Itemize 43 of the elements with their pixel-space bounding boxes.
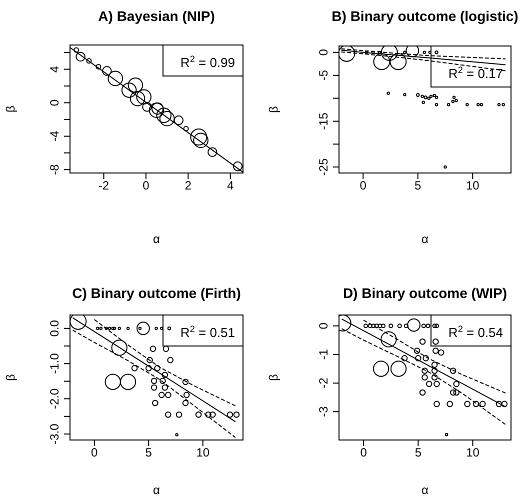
x-tick-label: 5: [414, 446, 422, 460]
y-tick-label: -8: [47, 164, 62, 175]
y-tick-label: -25: [316, 158, 330, 176]
y-axis-title: β: [266, 374, 281, 381]
x-tick-label: 4: [227, 178, 234, 193]
y-axis-title: β: [4, 105, 18, 112]
y-tick-label: -4: [47, 130, 62, 142]
y-tick-label: 0: [316, 322, 330, 330]
line-series: [94, 319, 236, 406]
y-tick-label: -1.0: [47, 352, 62, 374]
x-tick-label: 10: [466, 446, 480, 460]
x-tick-label: 5: [414, 178, 422, 193]
y-axis-title: β: [4, 374, 18, 381]
chart-title: B) Binary outcome (logistic): [332, 8, 518, 24]
y-tick-label: -2: [316, 377, 330, 388]
x-tick-label: -2: [98, 178, 110, 193]
x-tick-label: 0: [360, 178, 367, 193]
y-tick-label: 0: [316, 48, 330, 56]
y-tick-label: 0: [47, 99, 62, 106]
line-series: [363, 320, 506, 394]
x-axis-title: α: [153, 232, 160, 246]
y-tick-label: -1: [316, 348, 330, 360]
x-tick-label: 5: [145, 446, 152, 460]
x-tick-label: 10: [196, 446, 210, 460]
x-axis-title: α: [422, 232, 429, 246]
x-tick-label: 2: [184, 178, 192, 193]
y-tick-label: -3.0: [47, 423, 62, 444]
chart-title: A) Bayesian (NIP): [98, 8, 215, 24]
y-tick-label: -5: [316, 70, 330, 81]
x-axis-title: α: [153, 483, 160, 498]
x-axis-title: α: [422, 483, 429, 498]
x-tick-label: 0: [142, 178, 150, 193]
y-tick-label: -15: [316, 112, 330, 130]
x-tick-label: 0: [360, 446, 368, 460]
x-tick-label: 0: [91, 446, 98, 460]
y-tick-label: -2.0: [47, 388, 62, 410]
y-tick-label: 0.0: [47, 320, 62, 337]
y-tick-label: -3: [316, 406, 330, 418]
chart-title: C) Binary outcome (Firth): [72, 284, 241, 301]
chart-title: D) Binary outcome (WIP): [342, 284, 508, 301]
x-tick-label: 10: [466, 178, 480, 193]
y-tick-label: 4: [47, 66, 62, 73]
y-axis-title: β: [266, 106, 281, 113]
